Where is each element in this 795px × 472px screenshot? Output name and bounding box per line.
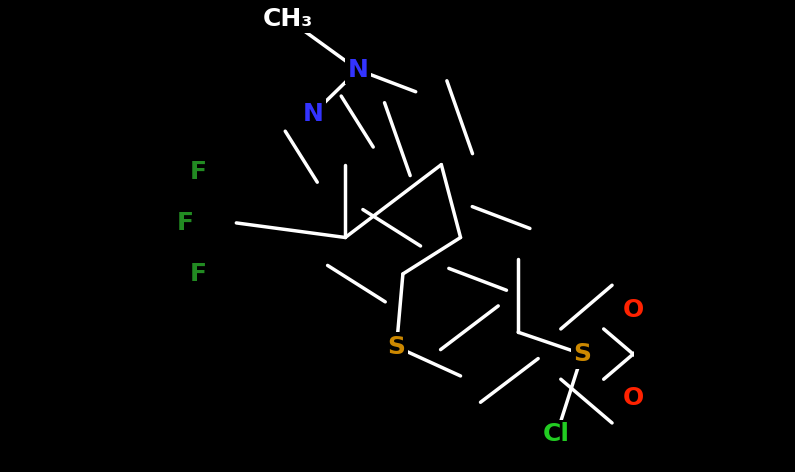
- Text: N: N: [303, 101, 324, 126]
- Text: F: F: [176, 211, 194, 235]
- Text: F: F: [189, 160, 207, 184]
- Text: O: O: [622, 386, 644, 410]
- Text: F: F: [189, 262, 207, 286]
- Text: Cl: Cl: [543, 422, 570, 446]
- Text: S: S: [387, 335, 405, 359]
- Text: CH₃: CH₃: [262, 7, 312, 31]
- Text: F: F: [189, 160, 207, 184]
- Text: F: F: [176, 211, 194, 235]
- Text: O: O: [622, 298, 644, 322]
- Text: N: N: [347, 58, 369, 82]
- Text: S: S: [573, 342, 591, 366]
- Text: F: F: [189, 262, 207, 286]
